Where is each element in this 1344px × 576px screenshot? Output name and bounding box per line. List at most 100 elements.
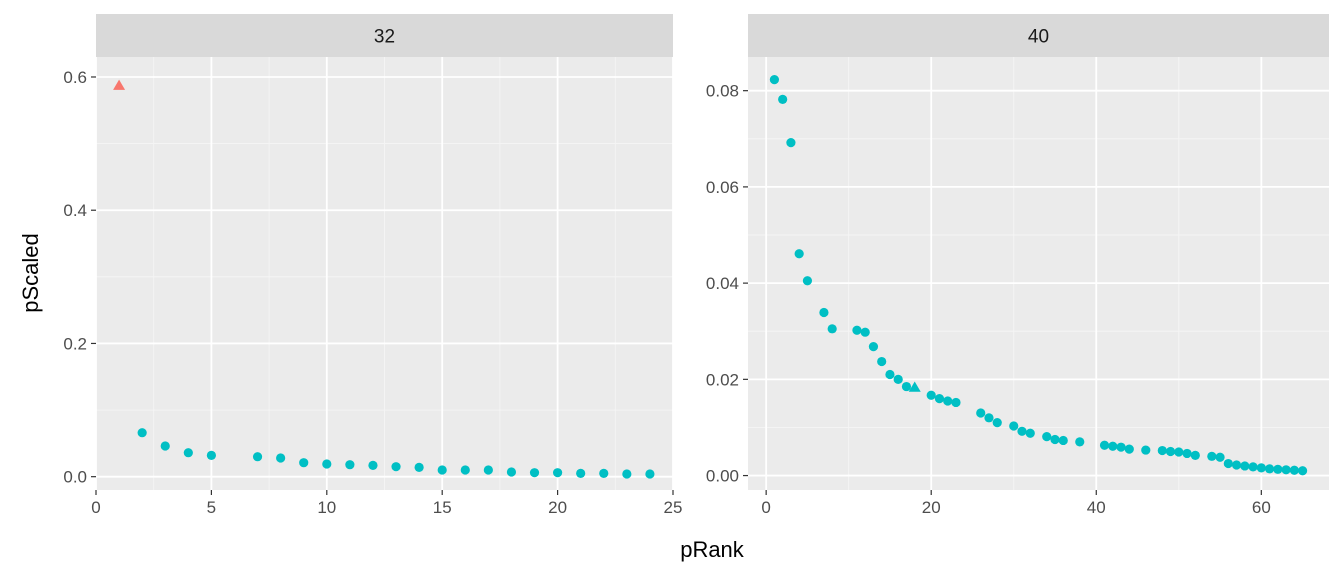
data-point — [391, 462, 401, 472]
x-tick-label: 0 — [761, 498, 770, 517]
data-point — [622, 469, 632, 479]
data-point — [885, 369, 895, 380]
data-point — [1190, 450, 1200, 460]
data-point — [1009, 421, 1019, 431]
data-point — [460, 465, 470, 475]
data-point — [645, 469, 655, 479]
data-point — [437, 465, 447, 475]
data-point — [1207, 451, 1217, 461]
data-point — [599, 468, 609, 478]
data-point — [951, 397, 961, 408]
data-point-triangle — [113, 79, 126, 90]
data-point — [827, 324, 837, 334]
data-point — [1124, 444, 1134, 454]
data-point — [893, 374, 903, 384]
data-point — [984, 413, 994, 423]
data-point — [1231, 460, 1242, 470]
facet-strip-label: 40 — [1028, 27, 1049, 48]
data-point — [1075, 437, 1085, 447]
y-axis-title: pScaled — [18, 233, 43, 313]
x-tick-label: 5 — [207, 498, 216, 517]
y-tick-label: 0.2 — [63, 334, 87, 353]
data-point — [368, 460, 378, 470]
data-point — [160, 441, 170, 451]
data-point — [1264, 464, 1275, 474]
data-point — [1108, 441, 1118, 451]
x-tick-label: 0 — [91, 498, 100, 517]
x-tick-label: 25 — [664, 498, 683, 517]
data-point — [868, 342, 879, 352]
data-point — [1281, 465, 1291, 475]
data-point — [1248, 462, 1258, 472]
data-point — [802, 276, 813, 286]
x-tick-label: 40 — [1087, 498, 1106, 517]
data-point — [794, 249, 804, 259]
data-point — [1174, 447, 1184, 457]
data-point — [1116, 442, 1126, 452]
data-point — [877, 356, 887, 367]
data-point — [276, 453, 286, 463]
data-point — [576, 468, 586, 478]
data-point — [1182, 448, 1192, 459]
data-point — [992, 418, 1002, 428]
data-point — [414, 462, 424, 472]
y-tick-label: 0.4 — [63, 201, 87, 220]
data-point — [299, 458, 309, 468]
data-point — [1141, 445, 1151, 455]
data-point — [1042, 431, 1052, 442]
data-point — [506, 467, 517, 477]
data-point — [1289, 465, 1299, 475]
y-tick-label: 0.08 — [706, 82, 739, 101]
data-point — [1157, 445, 1167, 456]
facet-strip — [96, 14, 673, 57]
data-point — [345, 460, 355, 470]
facet-panel-32: 32 0 5 10 15 20 25 0.0 0.2 0.4 0.6 — [63, 14, 682, 517]
data-point — [1240, 461, 1250, 471]
data-point — [1273, 464, 1283, 474]
data-point — [553, 468, 563, 478]
data-point — [786, 138, 796, 148]
x-axis-title: pRank — [680, 537, 745, 562]
facet-strip — [748, 14, 1329, 57]
data-point — [1215, 452, 1225, 462]
data-point — [943, 396, 953, 406]
y-tick-label: 0.6 — [63, 68, 87, 87]
x-tick-label: 20 — [548, 498, 567, 517]
data-point — [976, 408, 986, 418]
data-point — [778, 94, 788, 104]
data-point — [901, 381, 912, 392]
data-point — [483, 465, 493, 475]
x-tick-label: 15 — [433, 498, 452, 517]
data-point — [769, 75, 780, 85]
y-tick-label: 0.06 — [706, 178, 739, 197]
x-tick-label: 60 — [1252, 498, 1271, 517]
data-point — [926, 390, 936, 400]
data-point — [252, 452, 263, 462]
y-tick-label: 0.00 — [706, 467, 739, 486]
data-point — [819, 307, 829, 318]
facet-panel-40: 40 0 20 40 60 0.00 0.02 0.04 0.06 0.08 — [706, 14, 1329, 517]
data-point — [183, 448, 193, 458]
data-point — [1297, 466, 1308, 476]
data-point — [206, 450, 216, 460]
y-tick-label: 0.04 — [706, 274, 739, 293]
data-point — [1058, 435, 1068, 446]
data-point — [1050, 434, 1060, 445]
data-point — [137, 428, 147, 438]
data-point — [322, 459, 332, 469]
data-point-triangle — [908, 381, 921, 392]
facet-strip-label: 32 — [374, 27, 395, 48]
data-point — [529, 468, 540, 478]
data-point — [1165, 446, 1176, 457]
data-point — [852, 325, 862, 335]
data-point — [1017, 426, 1027, 436]
panel-background — [748, 57, 1329, 490]
data-point — [860, 327, 870, 337]
x-tick-label: 10 — [317, 498, 336, 517]
data-point — [1223, 458, 1233, 469]
y-tick-label: 0.0 — [63, 468, 87, 487]
data-point — [1025, 428, 1035, 438]
data-point — [1099, 440, 1110, 450]
data-point — [1256, 463, 1266, 473]
